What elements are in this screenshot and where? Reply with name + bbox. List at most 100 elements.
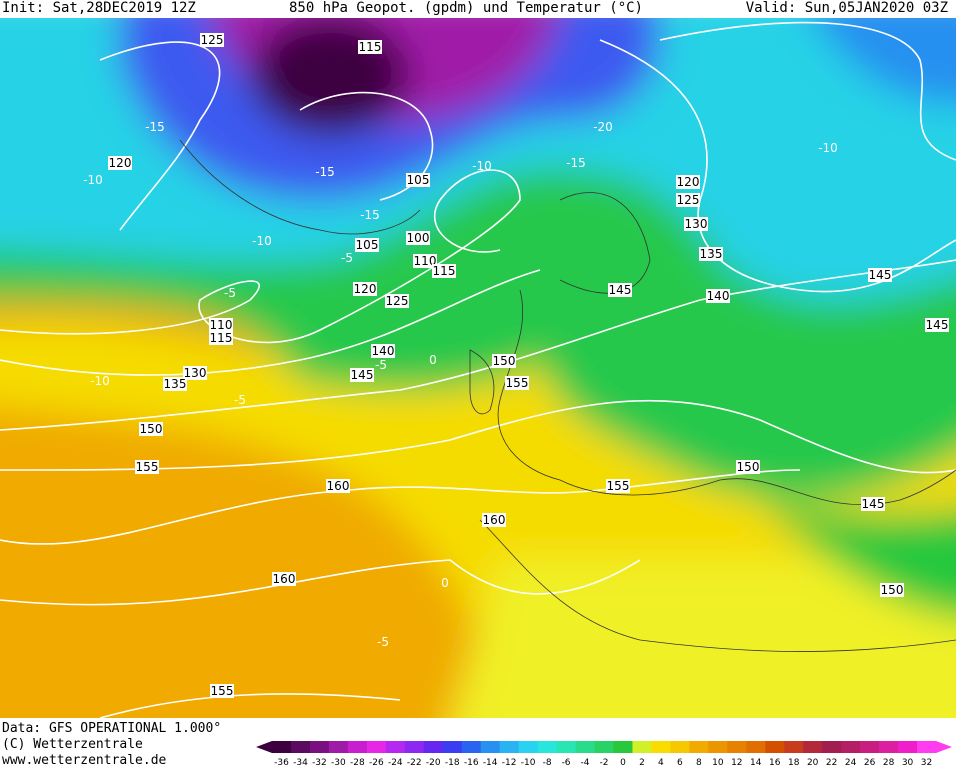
geopotential-label-box (355, 238, 379, 252)
geopotential-label: 120 (109, 156, 132, 170)
temperature-label: -5 (234, 393, 246, 407)
legend-label: -12 (502, 758, 517, 768)
temperature-label: -5 (341, 251, 353, 265)
geopotential-label: 145 (351, 368, 374, 382)
legend-arrow-left (256, 741, 272, 753)
geopotential-label-box (676, 193, 700, 207)
legend-label: 6 (677, 758, 683, 768)
geopotential-label: 155 (136, 460, 159, 474)
geopotential-label: 145 (609, 283, 632, 297)
color-legend: -36 -34 -32 -30 -28 -26 -24 -22 -20 -18 -16 -14 -12-… (256, 741, 952, 768)
legend-swatch (879, 741, 899, 753)
geopotential-label-box (699, 247, 723, 261)
geopotential-label-box (385, 294, 409, 308)
legend-label: -10 (521, 758, 536, 768)
temperature-label: -5 (224, 286, 236, 300)
legend-label: 22 (826, 758, 837, 768)
geopotential-label: 150 (493, 354, 516, 368)
legend-swatch (366, 741, 387, 753)
temperature-label: -15 (145, 120, 165, 134)
legend-arrow-right (936, 741, 952, 753)
geopotential-label: 160 (327, 479, 350, 493)
legend-swatch (765, 741, 785, 753)
legend-label: 8 (696, 758, 702, 768)
geopotential-label-box (608, 283, 632, 297)
geopotential-label: 150 (737, 460, 760, 474)
temperature-label: -5 (375, 358, 387, 372)
temperature-label: -5 (377, 635, 389, 649)
legend-swatch (594, 741, 614, 753)
map-title: 850 hPa Geopot. (gpdm) und Temperatur (°… (289, 0, 643, 16)
legend-label: 0 (620, 758, 626, 768)
legend-swatch (518, 741, 539, 753)
geopotential-label: 125 (677, 193, 700, 207)
geopotential-label-box (676, 175, 700, 189)
legend-label: -6 (562, 758, 571, 768)
geopotential-label: 115 (433, 264, 456, 278)
legend-swatch (328, 741, 349, 753)
legend-label: -20 (426, 758, 441, 768)
geopotential-label-box (736, 460, 760, 474)
legend-swatch (309, 741, 330, 753)
legend-swatch (347, 741, 368, 753)
legend-swatch (575, 741, 596, 753)
legend-swatch (860, 741, 880, 753)
legend-label: 26 (864, 758, 876, 768)
geopotential-label: 140 (707, 289, 730, 303)
temperature-label: -10 (818, 141, 838, 155)
geopotential-label: 100 (407, 231, 430, 245)
geopotential-label: 140 (372, 344, 395, 358)
temperature-label: -15 (315, 165, 335, 179)
legend-label: -32 (312, 758, 327, 768)
geopotential-label: 150 (140, 422, 163, 436)
geopotential-label-box (210, 684, 234, 698)
geopotential-label-box (163, 377, 187, 391)
geopotential-label-box (353, 282, 377, 296)
copyright: (C) Wetterzentrale (2, 737, 143, 752)
geopotential-label-box (880, 583, 904, 597)
geopotential-label: 145 (869, 268, 892, 282)
temperature-label: -10 (83, 173, 103, 187)
legend-label: 2 (639, 758, 645, 768)
legend-swatch (385, 741, 406, 753)
legend-label: 16 (769, 758, 781, 768)
legend-label: -22 (407, 758, 422, 768)
geopotential-label: 110 (210, 318, 233, 332)
geopotential-label-box (925, 318, 949, 332)
geopotential-label-box (706, 289, 730, 303)
geopotential-label-box (358, 40, 382, 54)
legend-label: 4 (658, 758, 664, 768)
geopotential-label-box (413, 254, 437, 268)
geopotential-label-box (108, 156, 132, 170)
legend-label: -16 (464, 758, 479, 768)
legend-swatch (727, 741, 747, 753)
legend-swatch (917, 741, 937, 753)
geopotential-label-box (868, 268, 892, 282)
geopotential-label: 110 (414, 254, 437, 268)
geopotential-label-box (209, 331, 233, 345)
geopotential-label: 135 (700, 247, 723, 261)
legend-label: -30 (331, 758, 346, 768)
temperature-label: -20 (593, 120, 613, 134)
legend-swatch (442, 741, 463, 753)
legend-label: 12 (731, 758, 742, 768)
legend-swatch (556, 741, 577, 753)
init-time: Init: Sat,28DEC2019 12Z (2, 0, 196, 16)
valid-time: Valid: Sun,05JAN2020 03Z (746, 0, 948, 16)
legend-label: -2 (600, 758, 609, 768)
legend-swatch (822, 741, 842, 753)
legend-label: -18 (445, 758, 460, 768)
legend-label: 24 (845, 758, 857, 768)
geopotential-label-box (350, 368, 374, 382)
legend-swatch (708, 741, 728, 753)
geopotential-label: 105 (407, 173, 430, 187)
legend-swatch (670, 741, 690, 753)
legend-label: 28 (883, 758, 895, 768)
geopotential-label-box (183, 366, 207, 380)
legend-label: 20 (807, 758, 819, 768)
legend-label: -28 (350, 758, 365, 768)
legend-swatch (290, 741, 311, 753)
temperature-label: -10 (252, 234, 272, 248)
legend-swatch (423, 741, 444, 753)
geopotential-label: 125 (201, 33, 224, 47)
